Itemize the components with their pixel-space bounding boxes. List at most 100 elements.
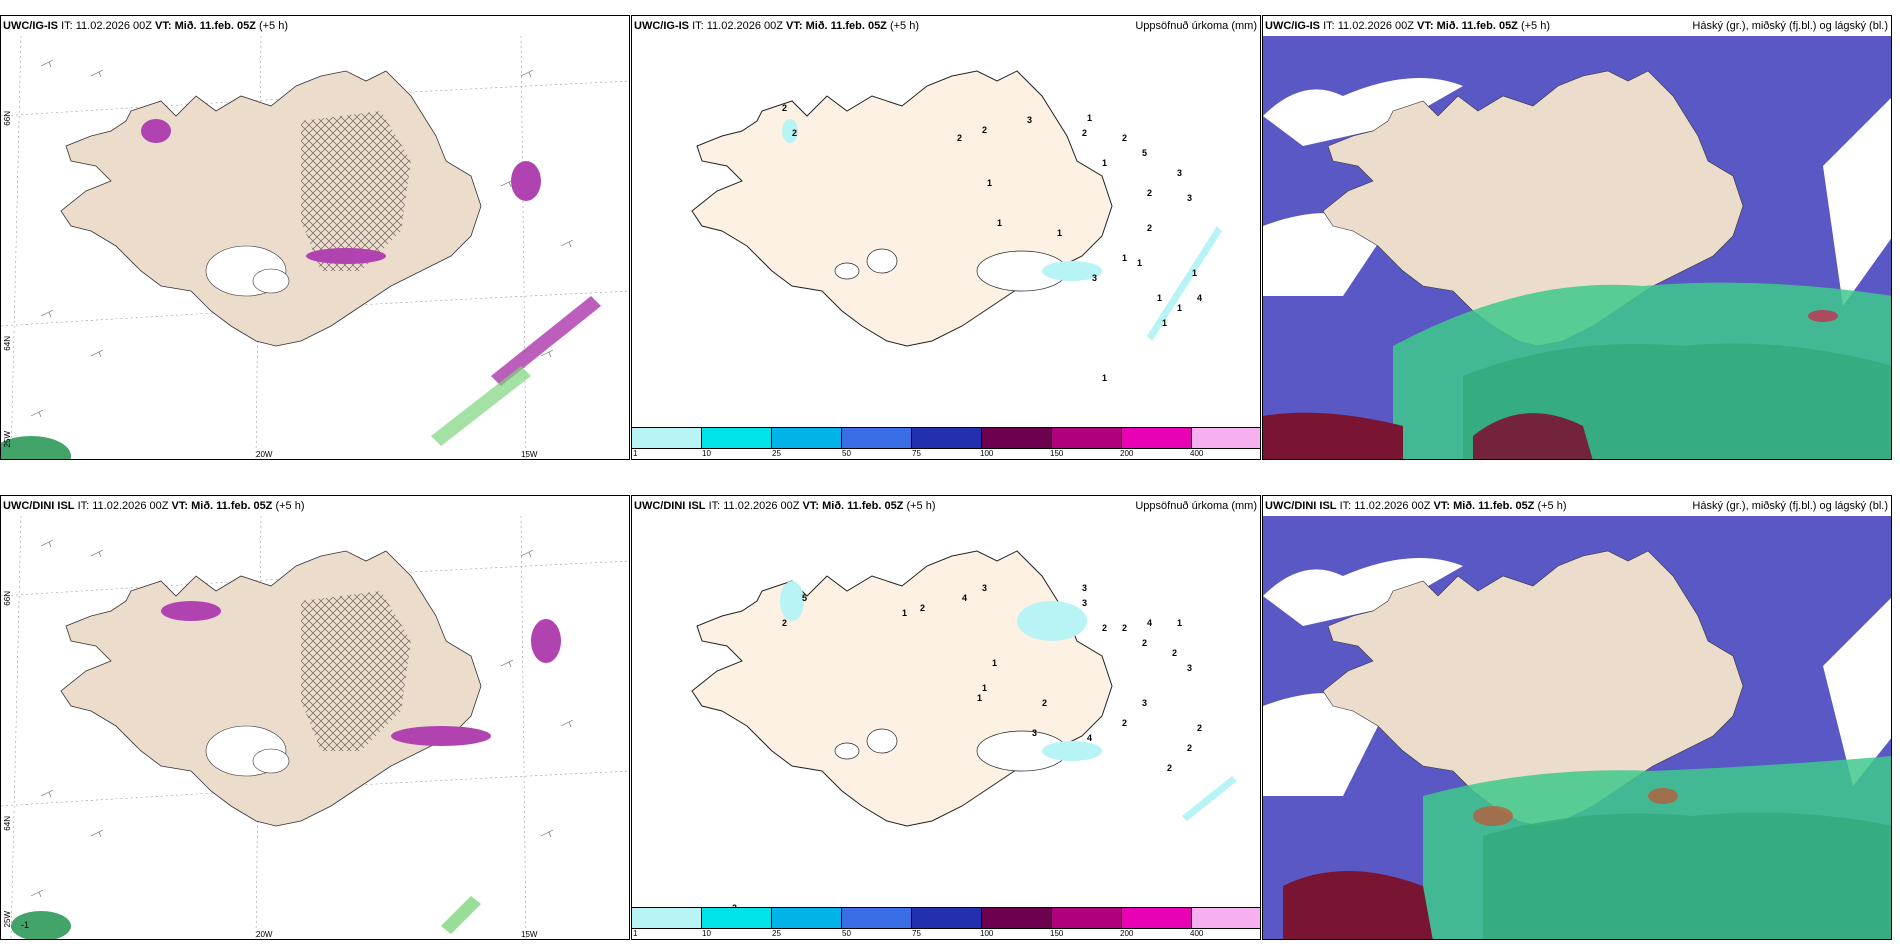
- colorbar-segment: [632, 428, 702, 448]
- svg-text:4: 4: [1087, 733, 1092, 743]
- svg-text:3: 3: [1032, 728, 1037, 738]
- colorbar-segment: [1122, 428, 1192, 448]
- precip-colorbar: [632, 907, 1260, 929]
- lat-label: 66N: [3, 111, 12, 126]
- lat-label: 64N: [3, 336, 12, 351]
- svg-text:2: 2: [982, 125, 987, 135]
- panel-title: UWC/IG-IS IT: 11.02.2026 00Z VT: Mið. 11…: [3, 20, 289, 32]
- cloud-title: Háský (gr.), miðský (fj.bl.) og lágský (…: [1692, 20, 1888, 32]
- colorbar-segment: [842, 428, 912, 448]
- colorbar-segment: [702, 908, 772, 928]
- cloud-panel-dini: UWC/DINI ISL IT: 11.02.2026 00Z VT: Mið.…: [1262, 495, 1892, 940]
- colorbar-segment: [982, 428, 1052, 448]
- svg-text:2: 2: [1167, 763, 1172, 773]
- colorbar-segment: [1052, 908, 1122, 928]
- colorbar-segment: [1052, 428, 1122, 448]
- precip-values: 2 2 2 2 3 1 2 2 5 1 3 1 2 3 1 1 2 1 3 1 …: [687, 103, 1202, 443]
- lon-label: 15W: [521, 450, 538, 459]
- colorbar-segment: [1192, 428, 1260, 448]
- svg-text:1: 1: [1102, 158, 1107, 168]
- lon-label: 20W: [256, 930, 273, 939]
- svg-text:1: 1: [1087, 113, 1092, 123]
- colorbar-segment: [1122, 908, 1192, 928]
- svg-text:-1: -1: [21, 920, 29, 930]
- wind-map: -1: [1, 516, 629, 939]
- colorbar-segment: [912, 428, 982, 448]
- panel-title: UWC/DINI ISL IT: 11.02.2026 00Z VT: Mið.…: [1265, 500, 1567, 512]
- svg-text:1: 1: [1192, 268, 1197, 278]
- svg-text:3: 3: [1082, 583, 1087, 593]
- svg-text:2: 2: [1142, 638, 1147, 648]
- svg-text:2: 2: [957, 133, 962, 143]
- svg-text:2: 2: [1172, 648, 1177, 658]
- svg-text:1: 1: [1057, 228, 1062, 238]
- svg-text:3: 3: [1177, 168, 1182, 178]
- colorbar-labels: 1 10 25 50 75 100 150 200 400: [633, 929, 1204, 938]
- svg-text:2: 2: [1122, 718, 1127, 728]
- svg-text:3: 3: [1027, 115, 1032, 125]
- svg-text:1: 1: [977, 693, 982, 703]
- panel-title: UWC/IG-IS IT: 11.02.2026 00Z VT: Mið. 11…: [634, 20, 920, 32]
- wind-map-panel-dini: UWC/DINI ISL IT: 11.02.2026 00Z VT: Mið.…: [0, 495, 630, 940]
- svg-text:1: 1: [1177, 618, 1182, 628]
- colorbar-segment: [1192, 908, 1260, 928]
- cloud-panel-igis: UWC/IG-IS IT: 11.02.2026 00Z VT: Mið. 11…: [1262, 15, 1892, 460]
- wind-map: [1, 36, 629, 459]
- svg-text:2: 2: [1042, 698, 1047, 708]
- lat-label: 25W: [3, 911, 12, 928]
- panel-title: UWC/DINI ISL IT: 11.02.2026 00Z VT: Mið.…: [3, 500, 305, 512]
- panel-title: UWC/DINI ISL IT: 11.02.2026 00Z VT: Mið.…: [634, 500, 936, 512]
- svg-text:1: 1: [982, 683, 987, 693]
- svg-text:4: 4: [1147, 618, 1152, 628]
- lat-label: 64N: [3, 816, 12, 831]
- svg-text:2: 2: [1147, 223, 1152, 233]
- precip-colorbar: [632, 427, 1260, 449]
- svg-text:2: 2: [1187, 743, 1192, 753]
- precip-panel-igis: UWC/IG-IS IT: 11.02.2026 00Z VT: Mið. 11…: [631, 15, 1261, 460]
- svg-text:1: 1: [1137, 258, 1142, 268]
- svg-text:4: 4: [962, 593, 967, 603]
- svg-text:2: 2: [920, 603, 925, 613]
- colorbar-segment: [772, 428, 842, 448]
- lon-label: 15W: [521, 930, 538, 939]
- svg-text:1: 1: [902, 608, 907, 618]
- svg-text:3: 3: [1092, 273, 1097, 283]
- wind-map-panel-igis: UWC/IG-IS IT: 11.02.2026 00Z VT: Mið. 11…: [0, 15, 630, 460]
- colorbar-segment: [702, 428, 772, 448]
- svg-text:1: 1: [992, 658, 997, 668]
- lon-label: 20W: [256, 450, 273, 459]
- svg-text:3: 3: [1142, 698, 1147, 708]
- svg-text:2: 2: [1082, 128, 1087, 138]
- colorbar-segment: [982, 908, 1052, 928]
- lat-label: 25W: [3, 431, 12, 448]
- precip-map: 2 2 2 2 3 1 2 2 5 1 3 1 2 3 1 1 2 1 3 1 …: [687, 70, 1222, 443]
- svg-text:1: 1: [1102, 373, 1107, 383]
- colorbar-labels: 1 10 25 50 75 100 150 200 400: [633, 449, 1204, 458]
- svg-text:5: 5: [1142, 148, 1147, 158]
- svg-text:2: 2: [1197, 723, 1202, 733]
- svg-text:5: 5: [802, 593, 807, 603]
- svg-text:3: 3: [982, 583, 987, 593]
- svg-text:2: 2: [782, 103, 787, 113]
- svg-text:2: 2: [792, 128, 797, 138]
- svg-text:2: 2: [1102, 623, 1107, 633]
- lat-label: 66N: [3, 591, 12, 606]
- svg-text:2: 2: [1122, 133, 1127, 143]
- colorbar-segment: [912, 908, 982, 928]
- colorbar-segment: [632, 908, 702, 928]
- svg-text:3: 3: [1187, 663, 1192, 673]
- svg-text:1: 1: [997, 218, 1002, 228]
- colorbar-segment: [842, 908, 912, 928]
- svg-text:1: 1: [1177, 303, 1182, 313]
- precip-title: Uppsöfnuð úrkoma (mm): [1135, 500, 1257, 512]
- colorbar-segment: [772, 908, 842, 928]
- cloud-title: Háský (gr.), miðský (fj.bl.) og lágský (…: [1692, 500, 1888, 512]
- precip-title: Uppsöfnuð úrkoma (mm): [1135, 20, 1257, 32]
- cloud-map: [1263, 516, 1891, 939]
- svg-text:1: 1: [1122, 253, 1127, 263]
- svg-text:2: 2: [1147, 188, 1152, 198]
- panel-title: UWC/IG-IS IT: 11.02.2026 00Z VT: Mið. 11…: [1265, 20, 1551, 32]
- svg-text:3: 3: [1187, 193, 1192, 203]
- svg-text:1: 1: [1157, 293, 1162, 303]
- svg-text:1: 1: [1162, 318, 1167, 328]
